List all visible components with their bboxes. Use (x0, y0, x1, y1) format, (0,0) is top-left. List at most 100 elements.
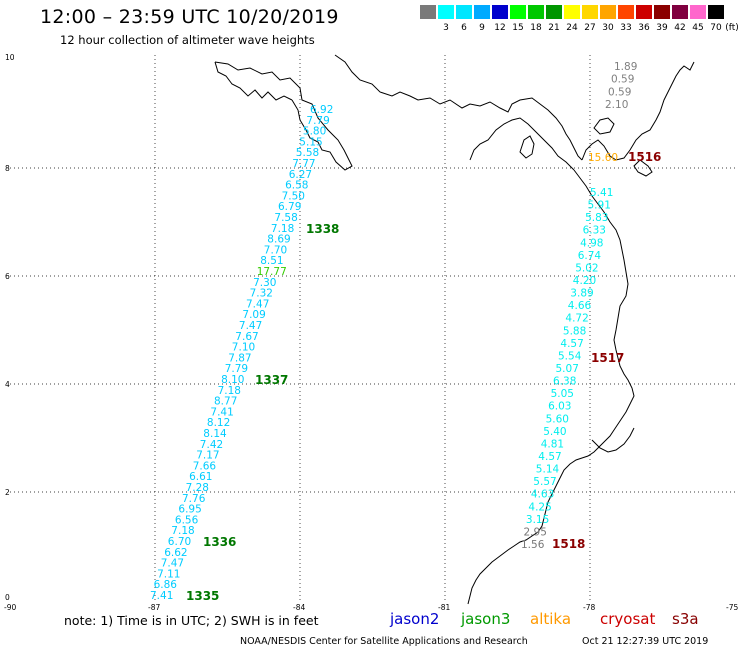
wave-height-value: 7.41 (150, 590, 173, 602)
scale-label: 6 (461, 23, 467, 33)
wave-height-value: 8.69 (267, 234, 290, 246)
x-tick-label: -78 (583, 603, 595, 612)
wave-height-value: 6.92 (310, 104, 333, 116)
timestamp: Oct 21 12:27:39 UTC 2019 (582, 636, 709, 647)
wave-height-value: 8.77 (214, 396, 237, 408)
x-tick-label: -87 (148, 603, 160, 612)
wave-height-value: 7.18 (171, 525, 194, 537)
wave-height-value: 5.41 (590, 187, 613, 199)
wave-height-value: 8.14 (203, 428, 227, 440)
wave-height-value: 8.10 (221, 374, 244, 386)
wave-height-value: 3.89 (570, 288, 593, 300)
wave-height-value: 6.03 (548, 401, 571, 413)
wave-height-value: 4.57 (538, 451, 561, 463)
pass-label: 1518 (552, 537, 585, 551)
wave-height-value: 1.89 (614, 61, 637, 73)
wave-height-value: 7.28 (186, 482, 209, 494)
wave-height-value: 5.40 (543, 426, 566, 438)
wave-height-value: 7.30 (253, 277, 276, 289)
wave-height-value: 7.47 (246, 298, 269, 310)
page-title: 12:00 – 23:59 UTC 10/20/2019 (40, 6, 339, 28)
scale-label: 3 (443, 23, 449, 33)
scale-swatch (564, 5, 580, 19)
y-tick-label: 0 (5, 593, 10, 602)
scale-swatch (690, 5, 706, 19)
pass-label: 1337 (255, 373, 288, 387)
wave-height-value: 3.15 (526, 514, 549, 526)
x-tick-label: -84 (293, 603, 305, 612)
scale-label: 39 (656, 23, 668, 33)
track-east-values: 5.415.915.836.334.986.745.024.203.894.66… (521, 187, 613, 551)
orange-value: 15.60 (588, 152, 618, 164)
scale-unit: (ft) (725, 23, 739, 33)
wave-height-value: 7.79 (225, 363, 248, 375)
wave-height-value: 4.25 (528, 501, 551, 513)
scale-swatch (438, 5, 454, 19)
wave-height-value: 7.66 (193, 460, 217, 472)
wave-height-value: 6.61 (189, 471, 212, 483)
wave-height-value: 7.50 (282, 190, 305, 202)
wave-height-value: 6.74 (578, 250, 602, 262)
pass-label: 1516 (628, 150, 661, 164)
wave-height-value: 8.12 (207, 417, 230, 429)
wave-height-value: 7.11 (157, 568, 180, 580)
wave-height-value: 4.57 (560, 338, 583, 350)
legend-altika: altika (530, 610, 572, 628)
x-tick-label: -90 (4, 603, 16, 612)
wave-height-value: 5.05 (551, 388, 574, 400)
coastline (214, 54, 695, 605)
legend-cryosat: cryosat (600, 610, 656, 628)
legend-jason2: jason2 (390, 610, 440, 628)
scale-swatch (582, 5, 598, 19)
scale-label: 36 (638, 23, 650, 33)
wave-height-value: 5.07 (556, 363, 579, 375)
wave-height-value: 7.18 (271, 223, 294, 235)
footer-note: note: 1) Time is in UTC; 2) SWH is in fe… (64, 613, 319, 628)
y-tick-label: 10 (5, 53, 15, 62)
scale-label: 18 (530, 23, 542, 33)
scale-swatch (708, 5, 724, 19)
track-north-values: 1.890.590.592.10 (605, 61, 637, 111)
wave-height-value: 1.56 (521, 539, 545, 551)
wave-height-value: 4.98 (580, 237, 603, 249)
scale-swatch (618, 5, 634, 19)
pass-label: 1336 (203, 535, 236, 549)
wave-height-value: 4.81 (541, 438, 564, 450)
wave-height-value: 6.56 (175, 514, 199, 526)
wave-height-value: 7.18 (218, 385, 241, 397)
x-tick-label: -75 (726, 603, 738, 612)
scale-label: 42 (674, 23, 686, 33)
wave-height-value: 4.20 (573, 275, 596, 287)
wave-height-value: 7.70 (264, 244, 287, 256)
wave-height-value: 8.51 (260, 255, 283, 267)
scale-swatch (492, 5, 508, 19)
wave-height-value: 5.14 (536, 464, 560, 476)
legend-s3a: s3a (672, 610, 699, 628)
x-tick-label: -81 (438, 603, 450, 612)
y-tick-label: 8 (5, 164, 10, 173)
wave-height-value: 7.87 (228, 352, 251, 364)
wave-height-value: 7.67 (235, 331, 258, 343)
scale-label: 27 (584, 23, 596, 33)
wave-height-value: 5.80 (303, 126, 326, 138)
scale-label: 15 (512, 23, 524, 33)
scale-swatch (456, 5, 472, 19)
wave-height-value: 0.59 (611, 74, 634, 86)
scale-swatch (654, 5, 670, 19)
wave-height-value: 7.47 (161, 558, 184, 570)
wave-height-value: 6.86 (154, 579, 178, 591)
wave-height-value: 7.77 (292, 158, 315, 170)
scale-label: 21 (548, 23, 560, 33)
wave-height-value: 5.60 (546, 413, 569, 425)
wave-height-value: 7.79 (306, 115, 329, 127)
scale-label: 12 (494, 23, 506, 33)
wave-height-value: 4.66 (568, 300, 592, 312)
scale-swatch (546, 5, 562, 19)
wave-height-value: 0.59 (608, 86, 631, 98)
track-west-values: 6.927.795.805.155.587.776.276.587.506.79… (150, 104, 333, 602)
wave-height-value: 7.09 (242, 309, 265, 321)
wave-height-value: 5.88 (563, 325, 586, 337)
wave-height-value: 6.62 (164, 547, 187, 559)
wave-height-value: 2.95 (524, 526, 547, 538)
